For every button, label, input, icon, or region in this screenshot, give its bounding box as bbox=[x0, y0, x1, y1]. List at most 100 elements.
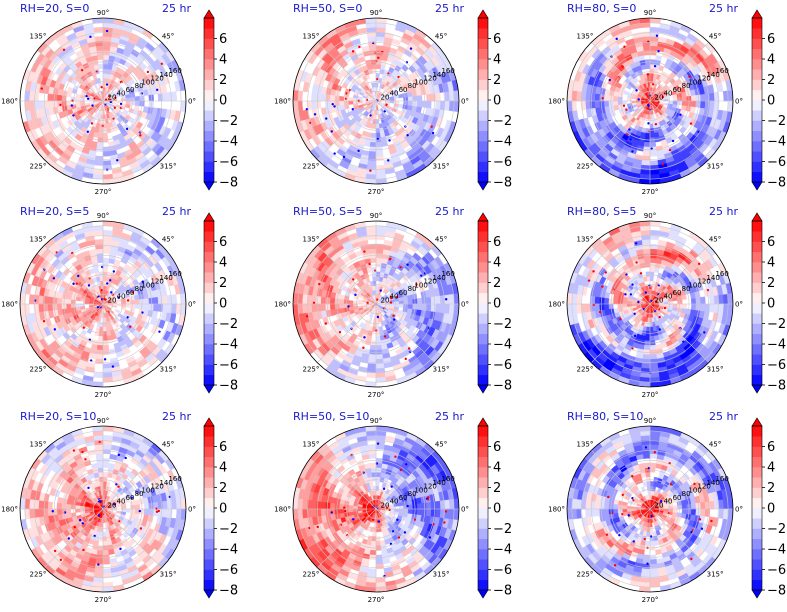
field-cell bbox=[426, 93, 432, 102]
field-cell bbox=[95, 354, 104, 360]
field-cell bbox=[121, 303, 127, 308]
colorbar-segment bbox=[204, 59, 214, 70]
field-speck bbox=[703, 331, 706, 334]
colorbar-segment bbox=[478, 251, 488, 263]
field-cell bbox=[343, 299, 349, 305]
field-speck bbox=[358, 45, 361, 49]
field-speck bbox=[338, 330, 342, 334]
field-speck bbox=[100, 288, 104, 292]
field-cell bbox=[700, 100, 706, 109]
colorbar-segment bbox=[204, 69, 214, 80]
polar-panel-5: 20 40 60 8010012014016090°45°0°315°270°225°… bbox=[274, 205, 469, 399]
field-speck bbox=[160, 62, 163, 66]
colorbar-extend-min bbox=[203, 181, 215, 191]
radial-tick-label: 60 bbox=[126, 86, 135, 94]
angle-tick-label: 315° bbox=[433, 163, 450, 171]
field-cell bbox=[375, 344, 383, 351]
colorbar-segment bbox=[752, 69, 762, 80]
field-speck bbox=[91, 104, 94, 107]
colorbar-tick-label: −8 bbox=[493, 176, 512, 191]
field-cell bbox=[102, 229, 113, 236]
colorbar-segment bbox=[478, 18, 488, 29]
field-cell bbox=[97, 132, 104, 139]
field-cell bbox=[28, 294, 35, 305]
field-cell bbox=[389, 100, 395, 104]
field-cell bbox=[416, 100, 423, 108]
field-cell bbox=[315, 92, 322, 102]
field-cell bbox=[649, 36, 659, 42]
angle-tick-label: 180° bbox=[274, 98, 291, 106]
field-cell bbox=[171, 91, 178, 102]
field-cell bbox=[640, 169, 651, 176]
field-cell bbox=[430, 295, 437, 305]
field-cell bbox=[575, 303, 582, 314]
field-cell bbox=[153, 296, 159, 305]
field-cell bbox=[643, 141, 651, 148]
colorbar-segment bbox=[478, 38, 488, 50]
colorbar-segment bbox=[478, 292, 488, 304]
field-cell bbox=[368, 151, 377, 157]
field-speck bbox=[85, 94, 88, 98]
panel-title-left: RH=80, S=0 bbox=[567, 2, 636, 15]
field-cell bbox=[370, 63, 377, 70]
field-speck bbox=[668, 148, 672, 152]
field-cell bbox=[102, 63, 109, 70]
colorbar-extend-min bbox=[203, 384, 215, 394]
field-cell bbox=[102, 335, 109, 342]
colorbar-segment bbox=[478, 272, 488, 283]
field-cell bbox=[645, 331, 651, 337]
field-cell bbox=[56, 94, 63, 102]
field-speck bbox=[587, 279, 591, 282]
field-speck bbox=[366, 301, 369, 305]
field-cell bbox=[38, 295, 44, 305]
field-cell bbox=[367, 36, 377, 42]
angle-tick-label: 270° bbox=[368, 188, 385, 196]
field-cell bbox=[594, 296, 600, 305]
field-cell bbox=[435, 295, 441, 305]
field-cell bbox=[47, 100, 53, 109]
field-cell bbox=[94, 40, 104, 47]
polar-outline bbox=[292, 17, 460, 185]
field-speck bbox=[629, 293, 633, 296]
field-cell bbox=[95, 248, 104, 254]
field-speck bbox=[351, 108, 354, 111]
field-cell bbox=[646, 322, 651, 328]
field-cell bbox=[589, 92, 596, 102]
field-cell bbox=[373, 114, 377, 120]
field-speck bbox=[72, 114, 75, 117]
field-cell bbox=[79, 97, 85, 102]
field-cell bbox=[157, 303, 164, 313]
field-speck bbox=[111, 365, 115, 368]
field-cell bbox=[435, 100, 441, 110]
field-cell bbox=[301, 303, 308, 314]
field-cell bbox=[56, 303, 63, 311]
field-cell bbox=[375, 141, 383, 148]
field-cell bbox=[617, 299, 623, 305]
colorbar-tick-label: 6 bbox=[493, 235, 501, 250]
field-speck bbox=[70, 104, 74, 107]
angle-tick-label: 135° bbox=[577, 32, 594, 40]
field-speck bbox=[657, 50, 660, 53]
field-cell bbox=[704, 303, 711, 313]
field-cell bbox=[640, 229, 651, 236]
field-cell bbox=[407, 303, 414, 310]
colorbar-segment bbox=[752, 18, 762, 29]
colorbar-segment bbox=[204, 241, 214, 253]
field-speck bbox=[409, 47, 413, 50]
field-cell bbox=[407, 95, 414, 102]
field-cell bbox=[603, 94, 610, 102]
colorbar-segment bbox=[752, 161, 762, 173]
field-cell bbox=[444, 100, 451, 111]
field-speck bbox=[40, 87, 43, 90]
colorbar-tick-label: −6 bbox=[219, 155, 238, 170]
colorbar-segment bbox=[478, 354, 488, 365]
field-speck bbox=[392, 314, 395, 317]
angle-tick-label: 45° bbox=[435, 32, 447, 40]
field-speck bbox=[342, 155, 346, 159]
field-cell bbox=[631, 301, 637, 305]
field-cell bbox=[102, 160, 112, 166]
field-speck bbox=[330, 130, 333, 133]
field-speck bbox=[126, 299, 130, 302]
